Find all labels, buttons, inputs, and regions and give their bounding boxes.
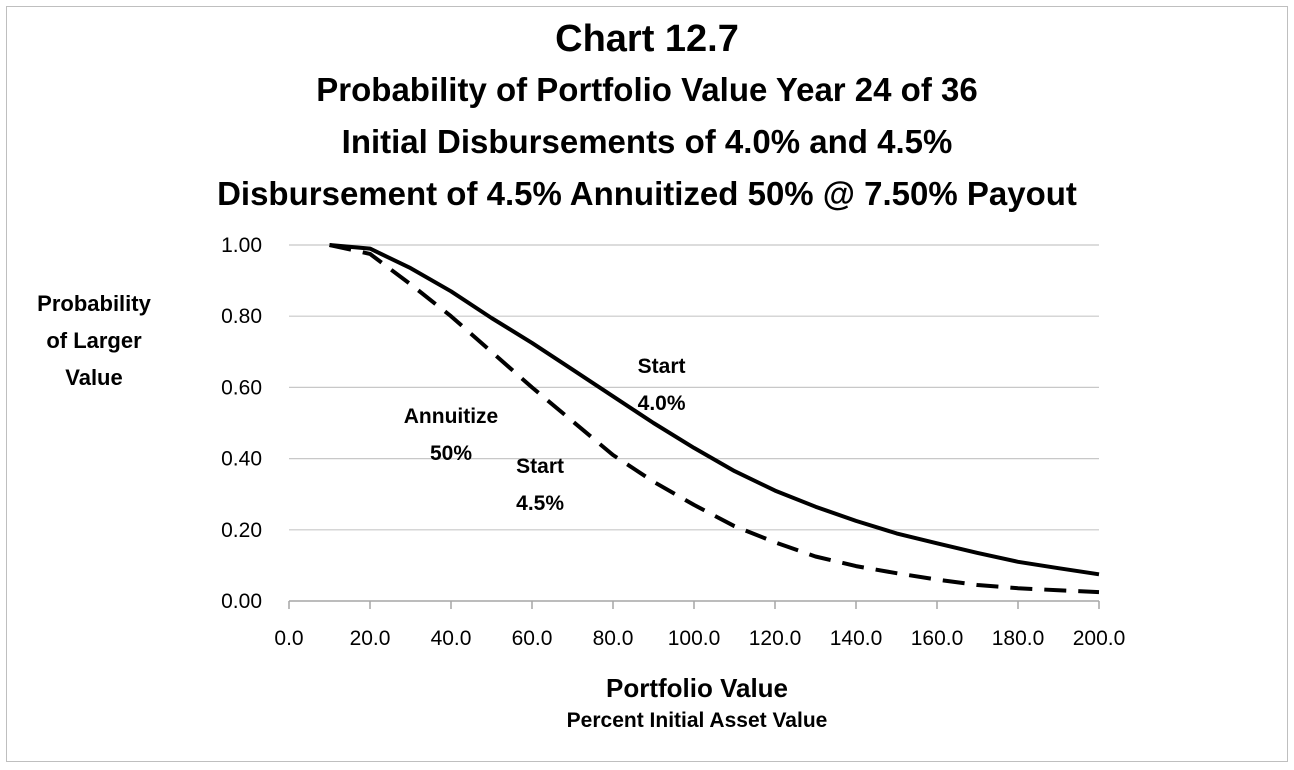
x-tick-label: 0.0	[274, 627, 303, 650]
x-tick-label: 160.0	[911, 627, 964, 650]
x-tick-label: 100.0	[668, 627, 721, 650]
annotation-label: Start	[638, 355, 686, 378]
chart-subtitle-2: Initial Disbursements of 4.0% and 4.5%	[341, 123, 953, 160]
x-tick-label: 140.0	[830, 627, 883, 650]
x-axis-title: Portfolio Value	[605, 673, 789, 703]
chart-subtitle-1: Probability of Portfolio Value Year 24 o…	[316, 71, 978, 108]
x-tick-label: 60.0	[512, 627, 553, 650]
x-axis-subtitle: Percent Initial Asset Value	[566, 709, 828, 732]
y-tick-label: 1.00	[221, 234, 262, 257]
annotation-label: 4.5%	[516, 492, 564, 515]
x-tick-label: 180.0	[992, 627, 1045, 650]
y-tick-label: 0.40	[221, 448, 262, 471]
annotation-label: 4.0%	[638, 392, 686, 415]
annotation-label: Annuitize	[404, 405, 499, 428]
x-tick-label: 20.0	[350, 627, 391, 650]
series-line-solid	[329, 243, 1100, 577]
y-tick-label: 0.00	[221, 590, 262, 613]
y-axis-label-line-1: Probability	[37, 291, 151, 316]
x-tick-label: 80.0	[593, 627, 634, 650]
y-tick-label: 0.20	[221, 519, 262, 542]
chart-frame	[6, 6, 1288, 762]
x-axis-label: Portfolio Value Percent Initial Asset Va…	[450, 670, 944, 736]
chart-subtitle-3: Disbursement of 4.5% Annuitized 50% @ 7.…	[217, 175, 1077, 212]
chart-title-block: Chart 12.7 Probability of Portfolio Valu…	[0, 14, 1294, 220]
x-tick-label: 40.0	[431, 627, 472, 650]
y-axis-label: Probability of Larger Value	[14, 285, 174, 396]
annotation-label: 50%	[430, 442, 472, 465]
series-line-dashed	[329, 243, 1100, 595]
chart-title: Chart 12.7	[555, 18, 739, 60]
x-tick-label: 120.0	[749, 627, 802, 650]
y-tick-label: 0.60	[221, 376, 262, 399]
y-axis-label-line-3: Value	[65, 365, 123, 390]
annotation-label: Start	[516, 455, 564, 478]
y-tick-label: 0.80	[221, 305, 262, 328]
y-axis-label-line-2: of Larger	[46, 328, 142, 353]
x-tick-label: 200.0	[1073, 627, 1126, 650]
